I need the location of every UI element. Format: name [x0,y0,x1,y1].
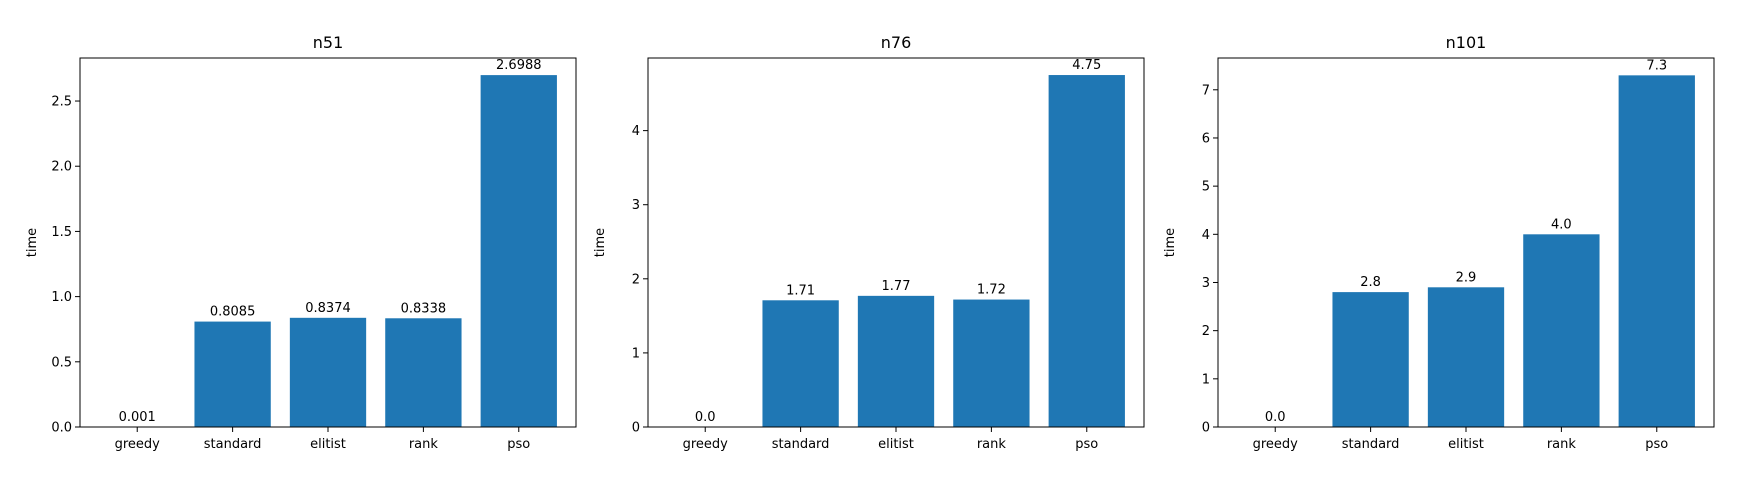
x-tick-label-greedy: greedy [683,437,729,452]
x-tick-label-elitist: elitist [878,437,914,452]
data-label-pso: 4.75 [1072,58,1101,73]
x-tick-label-rank: rank [977,437,1007,452]
y-tick-label: 1.5 [51,225,72,240]
y-tick-label: 4 [632,124,640,139]
y-tick-label: 4 [1202,228,1210,243]
data-label-rank: 0.8338 [401,301,447,316]
bar-elitist [857,295,935,427]
bar-standard [194,321,271,427]
data-label-rank: 1.72 [977,283,1006,298]
y-tick-label: 1 [632,346,640,361]
data-label-standard: 0.8085 [210,305,256,320]
x-tick-label-elitist: elitist [1448,437,1484,452]
y-tick-label: 0 [632,421,640,436]
y-tick-label: 5 [1202,180,1210,195]
y-axis-label: time [1163,228,1178,257]
bar-pso [1048,75,1125,427]
x-tick-label-standard: standard [204,437,262,452]
y-tick-label: 2.0 [51,160,72,175]
x-tick-label-elitist: elitist [310,437,346,452]
data-label-elitist: 1.77 [882,279,911,294]
x-tick-label-pso: pso [507,437,530,452]
data-label-greedy: 0.0 [1265,410,1286,425]
chart-title: n51 [313,33,344,52]
bar-standard [762,300,839,427]
y-tick-label: 1.0 [51,290,72,305]
bar-standard [1332,292,1409,427]
y-tick-label: 2 [632,272,640,287]
data-label-elitist: 2.9 [1456,270,1477,285]
y-tick-label: 6 [1202,131,1210,146]
data-label-elitist: 0.8374 [305,301,351,316]
chart-title: n76 [881,33,912,52]
y-tick-label: 2 [1202,324,1210,339]
x-tick-label-standard: standard [772,437,830,452]
bar-rank [385,318,462,427]
bar-pso [1618,75,1695,427]
y-tick-label: 3 [1202,276,1210,291]
chart-title: n101 [1446,33,1487,52]
y-tick-label: 3 [632,198,640,213]
data-label-greedy: 0.0 [695,410,716,425]
chart-panel-n51: 0.001 0.8085 0.8374 0.8338 2.6988 greedy stand… [25,33,577,452]
x-tick-label-rank: rank [409,437,439,452]
bar-pso [480,75,557,427]
x-tick-label-pso: pso [1645,437,1668,452]
data-label-standard: 1.71 [786,283,815,298]
y-tick-label: 2.5 [51,95,72,110]
x-tick-label-standard: standard [1342,437,1400,452]
x-tick-label-greedy: greedy [115,437,161,452]
bar-elitist [289,317,367,427]
x-tick-label-greedy: greedy [1253,437,1299,452]
y-tick-label: 0 [1202,421,1210,436]
data-label-rank: 4.0 [1551,217,1572,232]
y-tick-label: 0.5 [51,355,72,370]
chart-panel-n101: 0.0 2.8 2.9 4.0 7.3 greedy standard elitist rank… [1163,33,1715,452]
x-tick-label-pso: pso [1075,437,1098,452]
bar-rank [1523,234,1600,427]
y-tick-label: 0.0 [51,421,72,436]
data-label-standard: 2.8 [1360,275,1381,290]
data-label-pso: 2.6988 [496,58,542,73]
y-tick-label: 1 [1202,372,1210,387]
y-axis-label: time [593,228,608,257]
data-label-pso: 7.3 [1646,58,1667,73]
chart-panel-n76: 0.0 1.71 1.77 1.72 4.75 greedy standard elitist… [593,33,1145,452]
y-tick-label: 7 [1202,83,1210,98]
x-tick-label-rank: rank [1547,437,1577,452]
y-axis-label: time [25,228,40,257]
bar-elitist [1427,287,1505,427]
bar-rank [953,299,1030,427]
data-label-greedy: 0.001 [119,410,156,425]
